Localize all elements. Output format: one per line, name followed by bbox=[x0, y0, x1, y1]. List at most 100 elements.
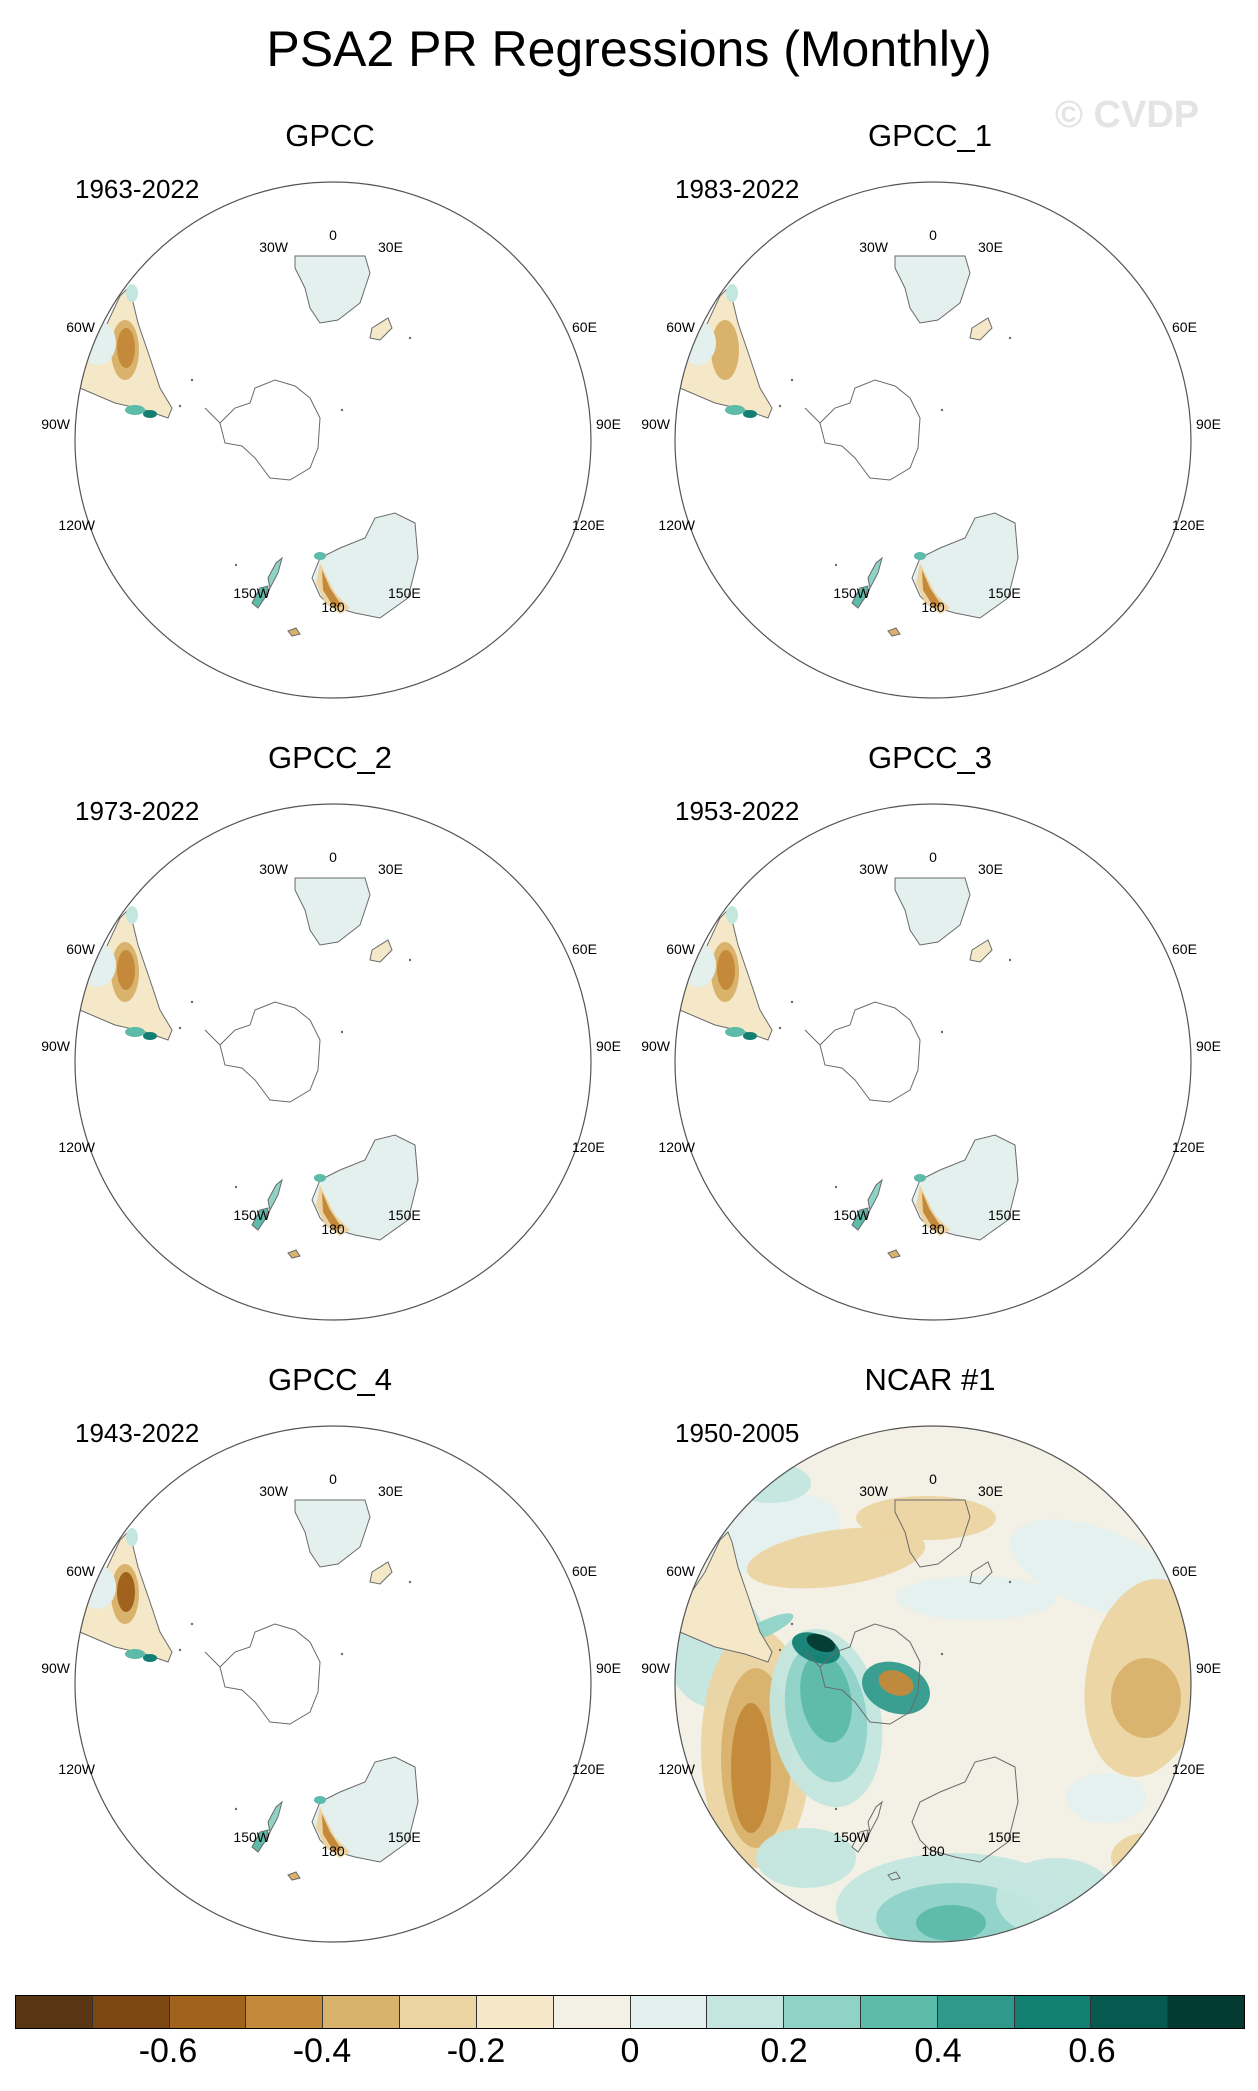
polar-map: 0 30W 30E 60W 60E 90W 90E 120W 120E 150W 150E 180 bbox=[41, 803, 621, 1321]
antarctic-peninsula-outline bbox=[204, 1029, 221, 1046]
antarctic-peninsula-outline bbox=[804, 1029, 821, 1046]
field-contour bbox=[800, 1653, 852, 1743]
field-contour bbox=[322, 570, 342, 608]
longitude-label: 30W bbox=[859, 1483, 889, 1499]
longitude-label: 30E bbox=[978, 239, 1003, 255]
island-marker bbox=[190, 378, 194, 382]
map-content bbox=[675, 1426, 1191, 1942]
longitude-label: 150W bbox=[233, 1207, 270, 1223]
field-contour bbox=[725, 405, 745, 415]
longitude-label: 120W bbox=[658, 1761, 695, 1777]
longitude-label: 180 bbox=[321, 1843, 345, 1859]
field-contour bbox=[125, 1027, 145, 1037]
longitude-label: 180 bbox=[321, 599, 345, 615]
longitude-label: 60W bbox=[666, 319, 696, 335]
longitude-label: 90E bbox=[596, 1660, 621, 1676]
longitude-label: 30W bbox=[259, 861, 289, 877]
longitude-labels: 0 30W 30E 60W 60E 90W 90E 120W 120E 150W 150E 180 bbox=[641, 227, 1221, 615]
longitude-labels: 0 30W 30E 60W 60E 90W 90E 120W 120E 150W 150E 180 bbox=[41, 1471, 621, 1859]
longitude-label: 120E bbox=[572, 1761, 605, 1777]
longitude-label: 60E bbox=[572, 1563, 597, 1579]
longitude-label: 0 bbox=[329, 849, 337, 865]
longitude-label: 120W bbox=[58, 1761, 95, 1777]
map-frame bbox=[74, 1425, 592, 1943]
tasmania-land bbox=[887, 1871, 901, 1881]
island-marker bbox=[940, 1030, 944, 1034]
colorbar-label: 0.2 bbox=[760, 2032, 808, 2070]
longitude-labels: 0 30W 30E 60W 60E 90W 90E 120W 120E 150W 150E 180 bbox=[41, 227, 621, 615]
antarctica-outline bbox=[219, 1001, 321, 1103]
field-contour bbox=[314, 1796, 326, 1804]
map-content bbox=[675, 284, 773, 419]
colorbar-swatch bbox=[553, 1996, 631, 2028]
longitude-label: 30W bbox=[859, 861, 889, 877]
colorbar-swatch bbox=[323, 1996, 401, 2028]
map-content bbox=[75, 1528, 173, 1663]
colorbar-swatch bbox=[476, 1996, 554, 2028]
longitude-label: 60W bbox=[66, 941, 96, 957]
longitude-label: 180 bbox=[921, 1221, 945, 1237]
tasmania-land bbox=[887, 627, 901, 637]
field-contour bbox=[117, 328, 135, 368]
field-contour bbox=[322, 1192, 342, 1230]
longitude-label: 60W bbox=[66, 1563, 96, 1579]
watermark-logo: © CVDP bbox=[1055, 94, 1200, 136]
colorbar-label: 0.4 bbox=[914, 2032, 962, 2070]
colorbar-swatch bbox=[630, 1996, 708, 2028]
panel-title: GPCC_2 bbox=[267, 740, 393, 775]
new-zealand-north-land bbox=[267, 1800, 283, 1834]
longitude-label: 60E bbox=[1172, 319, 1197, 335]
new-zealand-south-land bbox=[251, 585, 269, 609]
longitude-label: 60E bbox=[1172, 1563, 1197, 1579]
madagascar-land bbox=[969, 1561, 993, 1585]
longitude-label: 150W bbox=[833, 585, 870, 601]
south-america-land bbox=[675, 1531, 773, 1663]
longitude-label: 30W bbox=[259, 239, 289, 255]
island-marker bbox=[408, 958, 412, 962]
field-contour bbox=[126, 284, 138, 302]
new-zealand-north-land bbox=[867, 556, 883, 590]
map-panel-gpcc-4: GPCC_4 1943-2022 0 30W 30E 60W 60E 90W 90E 120W… bbox=[20, 1362, 640, 1982]
map-panel-gpcc-3: GPCC_3 1953-2022 0 30W 30E 60W 60E 90W 90E 120W… bbox=[620, 740, 1240, 1360]
longitude-label: 0 bbox=[329, 1471, 337, 1487]
longitude-label: 0 bbox=[929, 227, 937, 243]
island-marker bbox=[340, 1030, 344, 1034]
panel-title: GPCC_4 bbox=[267, 1362, 393, 1397]
africa-land bbox=[294, 1499, 371, 1568]
island-marker bbox=[340, 408, 344, 412]
longitude-label: 0 bbox=[929, 1471, 937, 1487]
longitude-label: 120E bbox=[1172, 1761, 1205, 1777]
panel-years: 1943-2022 bbox=[75, 1418, 200, 1448]
colorbar-swatch bbox=[784, 1996, 861, 2028]
island-marker bbox=[778, 404, 782, 408]
map-frame bbox=[74, 803, 592, 1321]
madagascar-land bbox=[969, 317, 993, 341]
map-content bbox=[75, 906, 173, 1041]
longitude-label: 30W bbox=[259, 1483, 289, 1499]
field-contour bbox=[1111, 1658, 1181, 1738]
field-contour bbox=[125, 1649, 145, 1659]
longitude-label: 150W bbox=[233, 585, 270, 601]
longitude-label: 60E bbox=[572, 319, 597, 335]
island-marker bbox=[408, 1580, 412, 1584]
field-contour bbox=[746, 1527, 926, 1589]
africa-land bbox=[894, 877, 971, 946]
tasmania-land bbox=[287, 627, 301, 637]
antarctica-outline bbox=[219, 379, 321, 481]
colorbar-swatch bbox=[92, 1996, 170, 2028]
longitude-label: 90W bbox=[41, 416, 71, 432]
longitude-label: 150E bbox=[388, 1207, 421, 1223]
tasmania-land bbox=[287, 1249, 301, 1259]
new-zealand-north-land bbox=[867, 1178, 883, 1212]
longitude-label: 90W bbox=[641, 1038, 671, 1054]
longitude-label: 90E bbox=[596, 1038, 621, 1054]
longitude-label: 30E bbox=[978, 1483, 1003, 1499]
longitude-labels: 0 30W 30E 60W 60E 90W 90E 120W 120E 150W 150E 180 bbox=[41, 849, 621, 1237]
longitude-label: 30E bbox=[378, 861, 403, 877]
colorbar bbox=[15, 1995, 1245, 2029]
island-marker bbox=[190, 1622, 194, 1626]
field-contour bbox=[322, 1814, 342, 1852]
longitude-label: 90W bbox=[41, 1660, 71, 1676]
field-contour bbox=[717, 950, 735, 990]
island-marker bbox=[408, 336, 412, 340]
